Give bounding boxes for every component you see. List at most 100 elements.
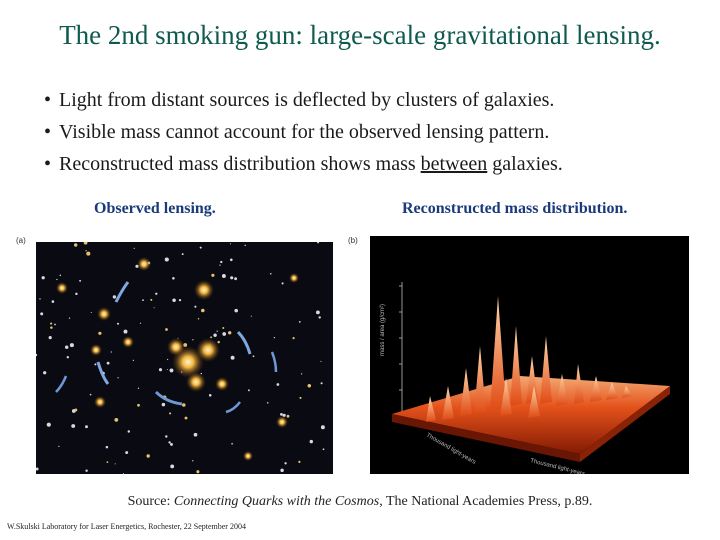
background-star (117, 377, 119, 379)
source-prefix: Source: (127, 494, 174, 509)
background-star (230, 355, 235, 360)
background-star (36, 467, 39, 471)
background-star (125, 451, 129, 455)
background-star (194, 305, 197, 308)
background-star (165, 435, 168, 438)
background-star (184, 416, 188, 420)
background-star (85, 469, 88, 472)
mass-distribution-image: mass / area (g/cm²) Thousand light-years… (370, 236, 689, 474)
background-star (217, 340, 220, 344)
background-star (230, 276, 234, 280)
bullet-item: • Reconstructed mass distribution shows m… (44, 148, 563, 180)
background-star (51, 300, 55, 303)
background-star (210, 336, 213, 339)
background-star (219, 264, 221, 266)
background-star (75, 292, 78, 296)
left-caption: Observed lensing. (94, 200, 216, 217)
background-star (222, 332, 227, 336)
background-star (322, 448, 325, 451)
background-star (298, 460, 301, 464)
background-star (64, 345, 69, 349)
background-star (85, 250, 87, 252)
background-star (79, 279, 82, 282)
z-axis-label: mass / area (g/cm²) (380, 304, 386, 356)
background-star (307, 383, 312, 388)
source-citation: Source: Connecting Quarks with the Cosmo… (0, 494, 720, 510)
background-star (98, 331, 102, 335)
background-star (170, 442, 173, 446)
background-star (41, 276, 45, 280)
bullet-text: Visible mass cannot account for the obse… (59, 121, 550, 143)
background-star (168, 441, 171, 444)
background-star (66, 356, 69, 359)
bullet-text-after: galaxies. (487, 153, 563, 175)
background-star (169, 412, 172, 415)
background-star (286, 414, 290, 418)
background-star (167, 368, 169, 371)
bullet-dot: • (44, 121, 52, 143)
background-star (166, 358, 169, 361)
background-star (137, 403, 140, 407)
background-star (320, 360, 322, 362)
background-star (213, 333, 217, 337)
background-star (182, 403, 186, 407)
background-star (106, 361, 110, 365)
background-star (282, 413, 286, 417)
bullet-text-before: Reconstructed mass distribution shows ma… (59, 153, 421, 175)
background-star (273, 336, 276, 339)
source-suffix: , The National Academies Press, p.89. (379, 494, 593, 509)
background-star (299, 396, 302, 399)
background-star (222, 327, 225, 329)
background-star (169, 368, 174, 373)
background-star (90, 311, 92, 314)
background-star (89, 393, 92, 396)
background-star (192, 339, 194, 341)
background-star (231, 442, 233, 445)
background-star (280, 413, 283, 416)
background-star (85, 425, 88, 429)
background-star (292, 336, 295, 340)
background-star (56, 278, 58, 281)
background-star (83, 242, 88, 245)
background-star (133, 247, 135, 249)
background-star (300, 373, 303, 375)
background-star (39, 298, 41, 300)
background-star (43, 371, 47, 375)
background-star (69, 343, 74, 348)
slide-title: The 2nd smoking gun: large-scale gravita… (59, 20, 661, 50)
background-star (106, 461, 109, 463)
bullet-underlined-word: between (420, 153, 488, 175)
background-star (317, 242, 320, 244)
background-star (281, 282, 284, 285)
background-star (161, 402, 166, 407)
background-star (216, 330, 218, 332)
background-star (127, 430, 131, 433)
background-star (71, 424, 76, 428)
background-star (153, 307, 155, 309)
background-star (158, 368, 163, 372)
bullet-list: • Light from distant sources is deflected… (44, 84, 563, 180)
background-star (116, 322, 120, 325)
background-star (309, 439, 313, 444)
background-star (58, 445, 60, 448)
bullet-dot: • (44, 153, 52, 175)
panel-label-b: (b) (348, 236, 358, 245)
background-star (142, 299, 144, 301)
background-star (270, 272, 272, 275)
background-star (181, 253, 184, 256)
background-star (192, 460, 194, 462)
background-star (199, 246, 202, 249)
background-star (284, 462, 287, 465)
background-star (201, 308, 205, 313)
right-caption: Reconstructed mass distribution. (402, 200, 628, 217)
background-star (139, 322, 142, 324)
background-star (250, 315, 252, 317)
background-star (114, 418, 119, 422)
background-star (228, 331, 232, 335)
background-star (132, 359, 135, 362)
background-star (320, 425, 325, 430)
background-star (74, 243, 78, 247)
bullet-item: • Visible mass cannot account for the obs… (44, 116, 563, 148)
background-star (50, 326, 53, 329)
background-star (74, 408, 78, 412)
